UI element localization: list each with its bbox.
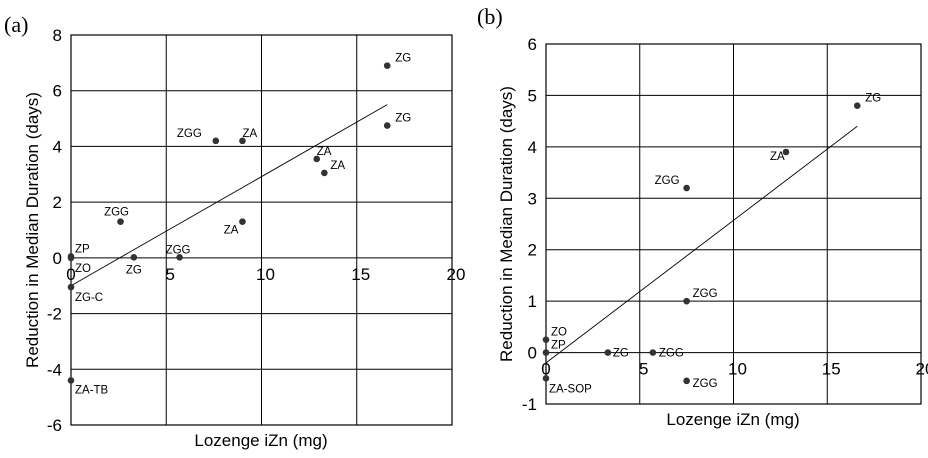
plot-frame: [545, 43, 922, 405]
y-tick-label: 5: [528, 86, 537, 105]
point-label: ZGG: [104, 207, 129, 219]
y-tick-label: 1: [528, 292, 537, 311]
y-tick-label: -2: [47, 305, 62, 324]
plot-frame: [70, 34, 453, 426]
data-point: [542, 349, 550, 356]
data-point: [604, 349, 612, 356]
y-tick-label: 2: [53, 193, 62, 212]
data-point: [683, 297, 690, 305]
x-tick-label: 15: [351, 265, 370, 284]
point-label: ZP: [75, 243, 90, 255]
point-label: ZGG: [659, 348, 684, 360]
point-label: ZA: [224, 225, 239, 237]
point-label: ZO: [551, 327, 567, 339]
y-tick-label: 0: [53, 249, 62, 268]
x-axis-title: Lozenge iZn (mg): [194, 431, 327, 450]
y-tick-label: 0: [528, 344, 537, 363]
point-label: ZGG: [655, 175, 680, 187]
chart-panel-b: 05101520-10123456ZGZAZGGZGGZOZPZGZGGZGGZ…: [477, 4, 928, 429]
y-tick-label: 6: [53, 82, 62, 101]
point-label: ZA: [770, 151, 785, 163]
y-tick-label: 4: [528, 138, 537, 157]
trend-line: [545, 125, 858, 364]
y-tick-label: 3: [528, 189, 537, 208]
point-label: ZGG: [693, 378, 718, 390]
data-point: [542, 374, 550, 382]
x-tick-label: 10: [728, 360, 747, 379]
y-tick-label: -1: [522, 395, 537, 414]
data-point: [130, 253, 138, 261]
y-axis-title: Reduction in Median Duration (days): [497, 86, 516, 362]
point-label: ZG-C: [75, 292, 103, 304]
point-label: ZGG: [177, 128, 202, 140]
y-axis-title: Reduction in Median Duration (days): [23, 92, 42, 368]
x-tick-label: 20: [447, 265, 466, 284]
x-tick-label: 20: [916, 360, 928, 379]
data-point: [683, 377, 690, 385]
x-tick-label: 15: [822, 360, 841, 379]
trend-line: [70, 104, 388, 287]
x-tick-label: 5: [166, 265, 175, 284]
data-point: [67, 377, 75, 384]
y-tick-label: 4: [53, 137, 62, 156]
point-label: ZG: [395, 53, 411, 65]
y-tick-label: 6: [528, 35, 537, 54]
y-tick-label: -6: [47, 416, 62, 435]
y-tick-label: -4: [47, 360, 62, 379]
data-point: [542, 336, 550, 344]
data-point: [649, 349, 657, 356]
x-tick-label: 10: [256, 265, 275, 284]
data-point: [67, 283, 75, 291]
data-point: [67, 254, 75, 262]
panel-label: (b): [477, 4, 503, 29]
data-point: [239, 137, 246, 145]
data-point: [117, 218, 124, 225]
x-tick-label: 5: [639, 360, 648, 379]
point-label: ZG: [613, 348, 629, 360]
point-label: ZA: [330, 160, 345, 172]
point-label: ZA: [317, 146, 332, 158]
point-label: ZG: [865, 93, 881, 105]
point-label: ZO: [75, 263, 91, 275]
y-tick-label: 2: [528, 241, 537, 260]
panel-label: (a): [4, 12, 28, 37]
point-label: ZG: [395, 113, 411, 125]
data-point: [383, 62, 391, 69]
data-point: [176, 253, 183, 261]
data-point: [782, 148, 790, 156]
point-label: ZG: [126, 264, 142, 276]
x-axis-title: Lozenge iZn (mg): [666, 410, 799, 429]
y-tick-label: 8: [53, 26, 62, 45]
point-label: ZGG: [693, 288, 718, 300]
data-point: [212, 137, 220, 145]
data-point: [239, 218, 246, 225]
data-point: [321, 169, 328, 177]
point-label: ZP: [551, 340, 566, 352]
point-label: ZA: [242, 128, 257, 140]
point-label: ZA-SOP: [549, 383, 592, 395]
data-point: [683, 184, 690, 192]
point-label: ZGG: [166, 244, 191, 256]
data-point: [383, 122, 391, 129]
data-point: [853, 102, 861, 110]
data-point: [313, 155, 321, 163]
point-label: ZA-TB: [75, 384, 109, 396]
